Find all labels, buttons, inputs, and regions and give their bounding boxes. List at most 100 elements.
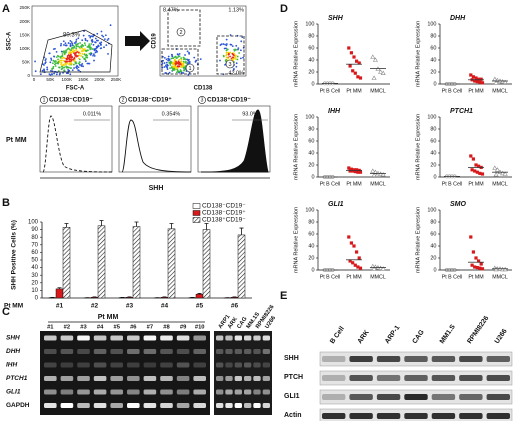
gel-band [160, 349, 173, 354]
bar [132, 226, 141, 299]
flow-event [66, 72, 69, 74]
gel-band [77, 376, 90, 381]
gate-number-circle [176, 27, 186, 37]
flow-event [82, 48, 85, 51]
flow-event [229, 55, 231, 58]
point [494, 167, 500, 172]
flow-event [168, 58, 171, 61]
flow-event [54, 47, 56, 50]
legend-swatch [192, 217, 201, 223]
blot-band [404, 394, 428, 400]
gel-band [225, 403, 233, 408]
lane-label: #8 [163, 325, 170, 331]
point [474, 76, 478, 80]
flow-event [90, 47, 92, 50]
gel-band [160, 362, 173, 368]
y-tick-label: 100 [305, 207, 314, 213]
bar [195, 293, 204, 299]
flow-event [92, 35, 94, 38]
y-tick-label: 50K [22, 60, 30, 65]
blot-band [486, 375, 510, 381]
flow-event [180, 66, 183, 69]
gel-band [44, 349, 57, 354]
flow-event [92, 54, 94, 57]
flow-event [81, 63, 84, 65]
quadrant-percent: 8.47% [163, 7, 179, 13]
flow-event [95, 49, 98, 52]
gel-band [60, 362, 74, 368]
blot-band [376, 356, 401, 362]
point [358, 76, 363, 80]
flow-event [48, 52, 51, 55]
gel-band [127, 403, 140, 408]
flow-event [65, 49, 68, 52]
point [355, 250, 359, 254]
y-tick-label: 80 [308, 219, 314, 225]
axis-line [439, 117, 512, 178]
flow-event [226, 48, 229, 51]
point [470, 263, 474, 267]
flow-event [169, 60, 172, 63]
flow-event [80, 55, 83, 57]
blot-band [322, 356, 346, 362]
y-tick-label: 0 [35, 296, 39, 302]
flow-event [75, 61, 77, 64]
flow-event [77, 37, 80, 40]
gel [40, 331, 210, 415]
blot-band [404, 375, 428, 381]
flow-event [224, 59, 227, 62]
gel-band [234, 362, 242, 368]
protein-label: Actin [284, 412, 302, 419]
flow-event [93, 49, 96, 52]
flow-event [166, 68, 169, 71]
flow-event [225, 53, 228, 56]
flow-event [69, 43, 72, 45]
flow-event [77, 69, 80, 72]
flow-event [177, 70, 179, 73]
flow-event [88, 62, 91, 65]
error-bar [204, 223, 209, 230]
plot-title: GLI1 [328, 201, 344, 208]
blot-band [404, 356, 428, 362]
y-tick-label: 80 [430, 126, 436, 132]
gel-band [143, 362, 157, 368]
flow-event [68, 56, 71, 58]
gene-label: SHH [6, 335, 20, 342]
gate-number: 3 [201, 98, 204, 104]
point [356, 265, 360, 269]
flow-event [73, 67, 75, 69]
flow-event [69, 53, 72, 56]
flow-event [241, 36, 244, 39]
gate-number: 2 [122, 98, 125, 104]
point [492, 165, 498, 170]
point [477, 164, 481, 168]
flow-event [172, 62, 175, 65]
axis-line [439, 24, 512, 85]
flow-event [61, 53, 64, 55]
blot-band [459, 413, 483, 419]
flow-event [39, 73, 42, 76]
flow-event [224, 43, 226, 46]
x-tick-label: 50K [46, 77, 54, 82]
y-tick-label: 80 [308, 126, 314, 132]
blot-band [431, 394, 456, 400]
gel-band [262, 403, 270, 408]
flow-event [77, 51, 80, 54]
y-tick-label: 70 [31, 242, 38, 248]
y-tick-label: 30 [31, 273, 38, 279]
point [351, 69, 355, 73]
flow-event [46, 68, 49, 71]
flow-event [52, 67, 55, 70]
gel-band [93, 362, 107, 368]
gel-band [216, 335, 224, 341]
flow-event [75, 66, 78, 68]
y-tick-label: 60 [308, 138, 314, 144]
flow-event [72, 58, 75, 61]
flow-event [43, 68, 45, 71]
point [371, 75, 377, 80]
gel-band [127, 335, 140, 341]
gel-band [216, 389, 224, 395]
blot-band [431, 413, 456, 419]
gel-band [110, 349, 123, 354]
flow-event [83, 42, 86, 45]
